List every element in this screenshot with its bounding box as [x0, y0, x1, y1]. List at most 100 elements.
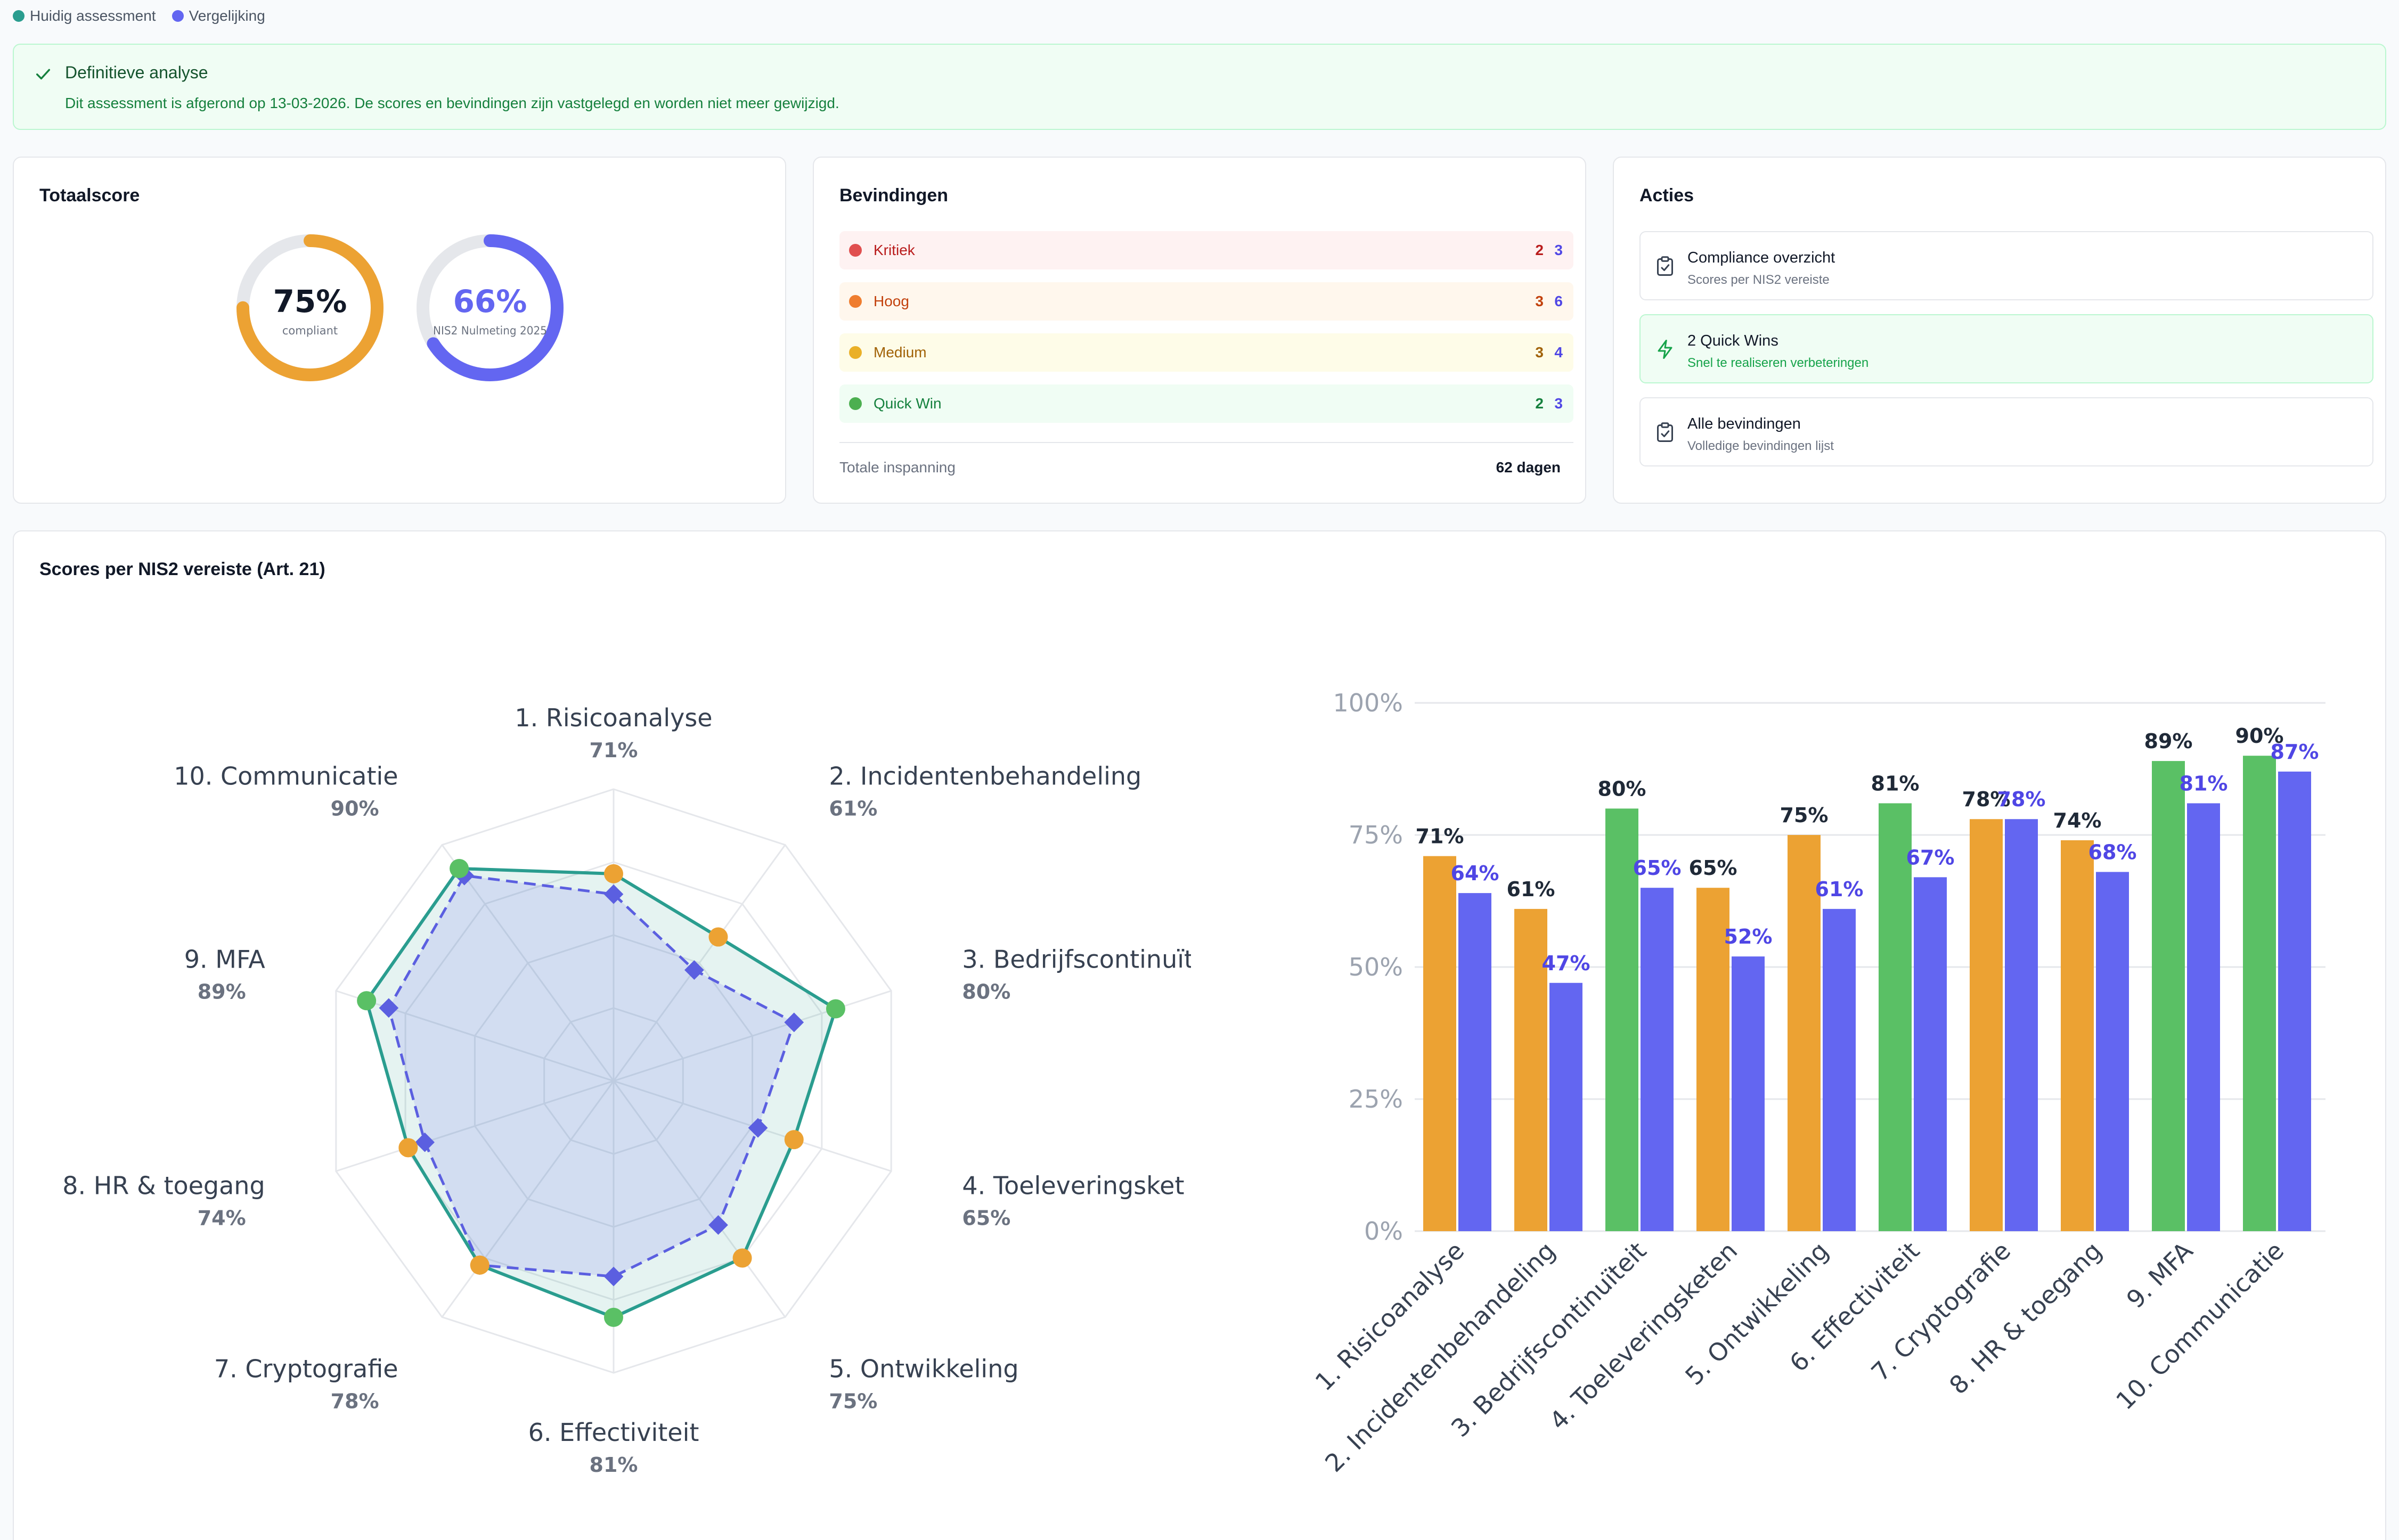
radar-point-comparison — [603, 884, 624, 904]
bar-value-label-current: 89% — [2144, 730, 2193, 753]
radar-point-current — [826, 999, 845, 1019]
bar-value-label-comparison: 61% — [1815, 878, 1864, 901]
legend-dot-comparison — [172, 10, 184, 22]
bar-current — [2243, 756, 2276, 1231]
check-icon — [36, 69, 51, 80]
gauge-current-value: 75% — [273, 283, 347, 320]
radar-category-label: 5. Ontwikkeling — [829, 1355, 1018, 1383]
actions-card: Acties Compliance overzicht Scores per N… — [1613, 157, 2386, 504]
bar-current — [1514, 908, 1547, 1231]
bar-ytick-label: 75% — [1349, 821, 1403, 849]
scores-card: Scores per NIS2 vereiste (Art. 21) 1. Ri… — [13, 530, 2386, 1540]
finding-count-current: 3 — [1535, 344, 1544, 361]
radar-point-current — [398, 1138, 418, 1158]
bar-category-label: 1. Risicoanalyse — [1310, 1236, 1470, 1397]
bar-value-label-current: 81% — [1871, 772, 1920, 795]
bar-value-label-comparison: 87% — [2271, 740, 2319, 764]
finding-label: Quick Win — [874, 395, 942, 412]
bar-category-label: 10. Communicatie — [2110, 1236, 2289, 1415]
gauge-comparison-arc — [417, 234, 564, 381]
bar-current — [1423, 856, 1456, 1231]
bar-value-label-comparison: 64% — [1451, 862, 1499, 885]
clipboard-check-icon — [1657, 422, 1673, 442]
total-score-title: Totaalscore — [39, 185, 140, 206]
action-title: 2 Quick Wins — [1687, 332, 1778, 349]
bar-current — [1970, 819, 2003, 1231]
bar-ytick-label: 0% — [1364, 1217, 1403, 1246]
lightning-icon — [1658, 340, 1672, 359]
bar-current — [1788, 835, 1821, 1231]
action-quick-wins[interactable]: 2 Quick Wins Snel te realiseren verbeter… — [1639, 314, 2373, 383]
radar-value-label: 90% — [331, 797, 379, 820]
gauge-comparison-value: 66% — [453, 283, 527, 320]
bar-value-label-current: 90% — [2235, 724, 2284, 748]
bar-current — [1879, 803, 1912, 1231]
radar-value-label: 78% — [331, 1390, 379, 1413]
clipboard-check-icon — [1657, 256, 1673, 276]
finding-label: Medium — [874, 344, 927, 361]
finding-count-current: 3 — [1535, 293, 1544, 309]
bar-comparison — [2278, 771, 2311, 1231]
radar-spoke — [613, 1080, 786, 1318]
radar-value-label: 81% — [590, 1453, 638, 1477]
chart-legend: Huidig assessment Vergelijking — [13, 4, 265, 28]
actions-title: Acties — [1639, 185, 1694, 206]
total-effort-label: Totale inspanning — [839, 459, 956, 476]
legend-item-comparison[interactable]: Vergelijking — [172, 7, 265, 24]
radar-value-label: 89% — [198, 980, 246, 1003]
radar-spoke — [613, 990, 892, 1082]
radar-point-current — [732, 1248, 752, 1268]
radar-point-current — [708, 927, 728, 947]
radar-category-label: 3. Bedrijfscontinuït — [962, 945, 1191, 973]
finding-row-medium[interactable]: Medium 3 4 — [839, 333, 1573, 372]
bar-value-label-comparison: 52% — [1724, 925, 1773, 948]
finding-label: Kritiek — [874, 242, 915, 258]
finding-row-quick-win[interactable]: Quick Win 2 3 — [839, 384, 1573, 423]
bar-comparison — [2187, 803, 2220, 1231]
radar-point-comparison — [708, 1215, 728, 1235]
radar-category-label: 8. HR & toegang — [62, 1172, 265, 1200]
radar-point-current — [470, 1255, 489, 1275]
score-gauges: 75% compliant 66% NIS2 Nulmeting 2025 — [236, 234, 564, 381]
bar-ytick-label: 50% — [1349, 953, 1403, 981]
radar-category-label: 7. Cryptografie — [214, 1355, 398, 1383]
severity-dot — [849, 346, 862, 359]
bar-value-label-comparison: 81% — [2180, 772, 2228, 795]
legend-label-current: Huidig assessment — [30, 7, 156, 24]
bar-category-label: 8. HR & toegang — [1944, 1236, 2107, 1400]
findings-title: Bevindingen — [839, 185, 949, 206]
radar-category-label: 1. Risicoanalyse — [515, 703, 712, 732]
final-analysis-banner: Definitieve analyse Dit assessment is af… — [13, 44, 2386, 130]
action-compliance-overview[interactable]: Compliance overzicht Scores per NIS2 ver… — [1639, 231, 2373, 300]
bar-ytick-label: 25% — [1349, 1085, 1403, 1113]
legend-label-comparison: Vergelijking — [189, 7, 265, 24]
radar-value-label: 74% — [198, 1207, 246, 1230]
bar-comparison — [1458, 893, 1491, 1231]
radar-category-label: 4. Toeleveringsket — [962, 1172, 1184, 1200]
legend-dot-current — [13, 10, 25, 22]
bar-value-label-comparison: 67% — [1906, 846, 1955, 869]
gauge-comparison-label: NIS2 Nulmeting 2025 — [433, 324, 547, 337]
severity-dot — [849, 244, 862, 257]
banner-text: Dit assessment is afgerond op 13-03-2026… — [65, 95, 839, 111]
radar-point-current — [604, 1307, 623, 1327]
bar-value-label-current: 75% — [1780, 804, 1829, 827]
radar-category-label: 10. Communicatie — [174, 761, 398, 790]
radar-spoke — [613, 844, 786, 1082]
radar-value-label: 61% — [829, 797, 877, 820]
radar-point-comparison — [415, 1132, 435, 1152]
finding-count-current: 2 — [1535, 242, 1544, 258]
finding-count-comparison: 3 — [1554, 242, 1563, 258]
finding-row-high[interactable]: Hoog 3 6 — [839, 282, 1573, 321]
legend-item-current[interactable]: Huidig assessment — [13, 7, 156, 24]
severity-dot — [849, 295, 862, 308]
action-subtitle: Scores per NIS2 vereiste — [1687, 273, 1830, 287]
action-all-findings[interactable]: Alle bevindingen Volledige bevindingen l… — [1639, 397, 2373, 466]
bar-comparison — [1914, 877, 1947, 1231]
finding-count-comparison: 4 — [1554, 344, 1563, 361]
radar-value-label: 65% — [962, 1207, 1010, 1230]
finding-row-critical[interactable]: Kritiek 2 3 — [839, 231, 1573, 269]
finding-label: Hoog — [874, 293, 909, 309]
finding-count-current: 2 — [1535, 395, 1544, 412]
radar-spoke — [441, 1080, 615, 1318]
